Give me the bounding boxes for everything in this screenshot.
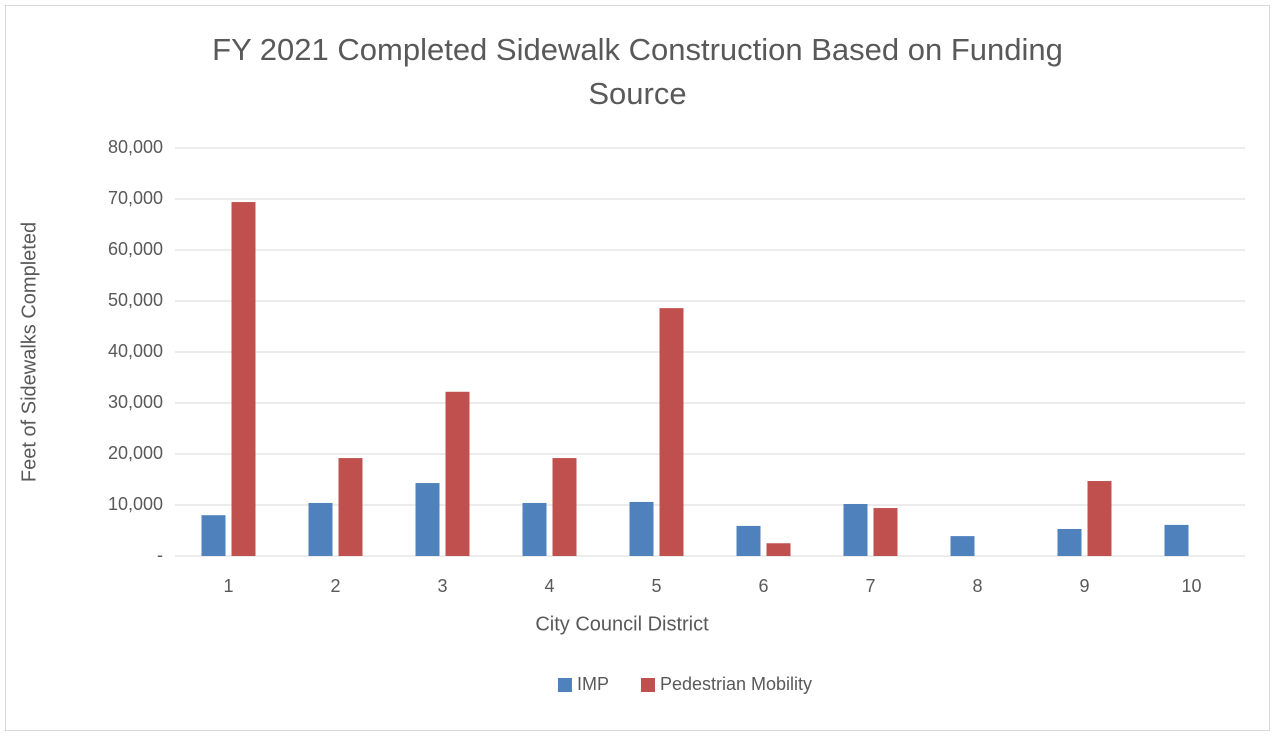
bar — [415, 483, 440, 556]
bar — [1087, 481, 1112, 556]
bar — [629, 501, 654, 556]
y-tick-label: 60,000 — [108, 239, 163, 259]
bar — [736, 525, 761, 556]
y-axis-title: Feet of Sidewalks Completed — [18, 222, 40, 482]
y-tick-label: 80,000 — [108, 137, 163, 157]
legend-label: IMP — [577, 674, 609, 694]
bar — [873, 508, 898, 556]
y-tick-label: 30,000 — [108, 392, 163, 412]
x-tick-label: 9 — [1079, 576, 1089, 596]
bar — [552, 458, 577, 556]
x-tick-label: 1 — [223, 576, 233, 596]
y-tick-label: - — [157, 545, 163, 565]
bar — [1164, 524, 1189, 556]
legend-swatch — [640, 678, 655, 692]
x-tick-label: 5 — [651, 576, 661, 596]
x-tick-label: 3 — [437, 576, 447, 596]
bar — [338, 458, 363, 556]
x-tick-label: 6 — [758, 576, 768, 596]
bar — [445, 391, 470, 556]
bar — [231, 202, 256, 556]
x-tick-label: 4 — [544, 576, 554, 596]
bar — [766, 543, 791, 556]
chart-title: FY 2021 Completed Sidewalk Construction … — [212, 32, 1063, 111]
bar — [843, 503, 868, 556]
bar — [1057, 528, 1082, 556]
bar — [659, 308, 684, 556]
legend-swatch — [557, 678, 572, 692]
x-tick-label: 8 — [972, 576, 982, 596]
bar — [522, 502, 547, 556]
y-tick-label: 70,000 — [108, 188, 163, 208]
y-tick-label: 10,000 — [108, 494, 163, 514]
x-axis-title: City Council District — [535, 613, 709, 635]
x-tick-label: 10 — [1181, 576, 1201, 596]
bar — [308, 502, 333, 556]
bar — [201, 515, 226, 556]
y-tick-label: 20,000 — [108, 443, 163, 463]
legend-label: Pedestrian Mobility — [660, 674, 812, 694]
x-tick-label: 2 — [330, 576, 340, 596]
y-tick-label: 50,000 — [108, 290, 163, 310]
x-tick-label: 7 — [865, 576, 875, 596]
chart-border — [5, 5, 1270, 731]
y-tick-label: 40,000 — [108, 341, 163, 361]
bar — [950, 536, 975, 556]
